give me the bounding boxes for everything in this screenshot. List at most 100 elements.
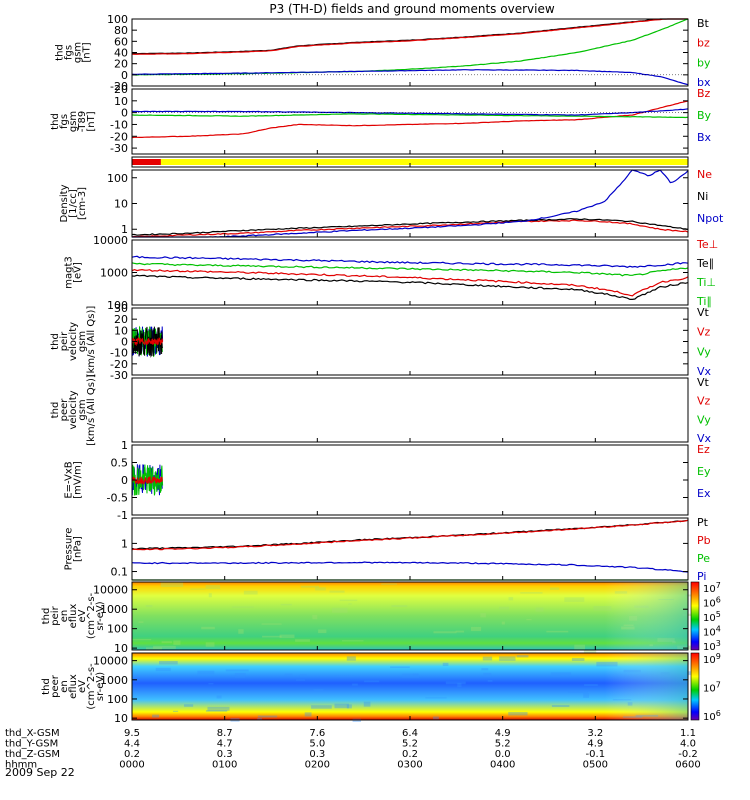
y-axis-label: [cm-3] xyxy=(77,187,88,220)
y-tick-label: 0.5 xyxy=(111,457,129,470)
x-row-value: 0400 xyxy=(490,760,515,771)
x-row-value: 8.7 xyxy=(217,728,233,739)
colorbar-scale xyxy=(690,652,700,721)
y-axis-label: gsm xyxy=(77,331,88,352)
legend-entry: Te⊥ xyxy=(696,238,718,251)
series-Bz xyxy=(131,100,689,139)
colorbar-scale xyxy=(690,581,700,651)
x-row-value: 4.9 xyxy=(495,728,511,739)
y-tick-label: 10 xyxy=(114,95,128,108)
y-axis-label: [mV/m] xyxy=(73,461,84,499)
series-Ni xyxy=(132,218,689,236)
y-tick-label: -10 xyxy=(110,118,128,131)
y-tick-label: 1000 xyxy=(100,267,128,280)
x-row-value: 7.6 xyxy=(309,728,325,739)
colorbar-tick-label: 103 xyxy=(703,639,721,653)
x-row-value: 0600 xyxy=(675,760,700,771)
y-axis-label: gsm xyxy=(77,399,88,420)
panel-frame xyxy=(131,239,689,306)
x-row-label: thd_Y-GSM xyxy=(5,739,58,750)
series-line xyxy=(131,519,689,550)
y-tick-label: 10 xyxy=(114,712,128,725)
panel-5: 100 1000 10000 magt3[eV] Te⊥ Te∥ Ti⊥ Ti∥ xyxy=(64,234,719,312)
series-bx xyxy=(131,69,689,86)
y-axis-label: fgs xyxy=(64,45,75,60)
legend-entry: Pt xyxy=(697,516,709,529)
series-By xyxy=(131,113,689,119)
legend-entry: Ti⊥ xyxy=(696,276,716,289)
legend-entry: Npot xyxy=(697,212,724,225)
legend-entry: Vz xyxy=(697,395,711,408)
y-tick-label: 1000 xyxy=(100,674,128,687)
x-row-value: 5.2 xyxy=(402,739,418,750)
colorbar-tick-label: 104 xyxy=(703,625,721,639)
series-line xyxy=(131,108,689,116)
y-tick-label: 10000 xyxy=(93,584,128,597)
y-axis-label: gsm xyxy=(68,111,79,132)
y-tick-label: 1000 xyxy=(100,603,128,616)
y-axis-label: (cm^2-s- xyxy=(86,592,97,639)
y-tick-label: 0.1 xyxy=(111,566,129,579)
y-axis-label: [nT] xyxy=(82,42,93,62)
series-line xyxy=(131,69,689,86)
legend-entry: Vt xyxy=(697,376,710,389)
y-axis-label: eflux xyxy=(68,604,79,629)
series-line xyxy=(131,274,689,300)
y-axis-label: thd xyxy=(50,402,61,419)
x-row-label: thd_X-GSM xyxy=(5,728,60,739)
series-line xyxy=(131,255,689,268)
series-by xyxy=(131,18,689,76)
colorbar-tick-label: 109 xyxy=(703,652,721,666)
y-tick-label: 100 xyxy=(107,623,128,636)
series-Te∥ xyxy=(131,274,689,300)
x-row-value: 4.4 xyxy=(124,739,140,750)
legend-entry: Ti∥ xyxy=(696,295,712,308)
y-axis-label: eV xyxy=(77,680,88,693)
legend-entry: Vz xyxy=(697,326,711,339)
x-row-value: 0300 xyxy=(397,760,422,771)
x-row-value: 0.0 xyxy=(495,749,511,760)
panel-frame xyxy=(131,88,689,155)
legend-entry: bx xyxy=(697,76,711,89)
y-tick-label: 20 xyxy=(114,58,128,71)
y-tick-label: 100 xyxy=(107,299,128,312)
y-tick-label: 0 xyxy=(121,69,128,82)
legend-entry: Vy xyxy=(697,345,711,358)
series-line xyxy=(132,18,688,55)
colorbar-tick-label: 107 xyxy=(703,581,721,595)
y-axis-label: peer xyxy=(59,398,70,422)
y-axis-label: peir xyxy=(59,331,70,351)
colorbar-tick-label: 106 xyxy=(703,596,721,610)
panel-4: 1 10 100 Density[1/cc][cm-3] Ne Ni Npot xyxy=(59,168,724,238)
legend-entry: bz xyxy=(697,37,710,50)
panel-11: 109 107 106 10 100 1000 10000 thdpeerenefluxeV(… xyxy=(41,652,721,725)
series-Vt xyxy=(131,325,164,358)
y-tick-label: 10000 xyxy=(93,234,128,247)
date-label: 2009 Sep 22 xyxy=(5,766,75,779)
panel-frame xyxy=(131,517,689,581)
series-line xyxy=(131,113,689,119)
y-axis-label: -T89 xyxy=(77,111,88,133)
legend-entry: Ex xyxy=(697,487,711,500)
x-row-value: 6.4 xyxy=(402,728,418,739)
x-row-value: 9.5 xyxy=(124,728,140,739)
y-axis-label: thd xyxy=(41,678,52,695)
x-row-value: 0.3 xyxy=(217,749,233,760)
spectrogram-texture xyxy=(583,649,597,655)
y-axis-label: sr-eV) xyxy=(95,601,106,630)
y-axis-label: [km/s (All Qs)] xyxy=(86,306,97,378)
x-row-value: 0200 xyxy=(305,760,330,771)
x-row-value: 1.1 xyxy=(680,728,696,739)
y-tick-label: 0 xyxy=(121,107,128,120)
y-tick-label: 80 xyxy=(114,24,128,37)
y-axis-label: thd xyxy=(55,44,66,61)
y-axis-label: eflux xyxy=(68,674,79,699)
y-tick-label: -20 xyxy=(110,358,128,371)
series-line xyxy=(131,100,689,139)
y-axis-label: [km/s (All Qs)] xyxy=(86,374,97,446)
series-line xyxy=(132,218,689,236)
y-tick-label: 40 xyxy=(114,47,128,60)
x-row-value: 5.2 xyxy=(495,739,511,750)
